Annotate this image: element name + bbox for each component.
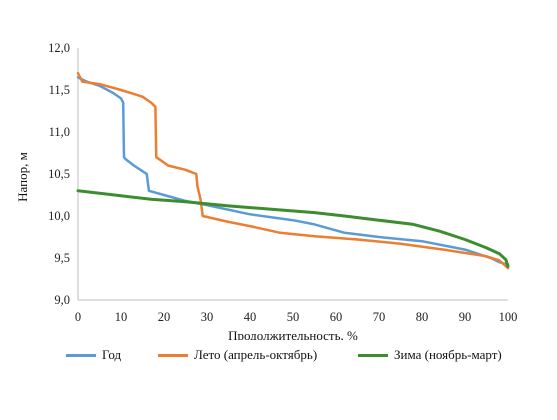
line-chart: 9,0 9,5 10,0 10,5 11,0 11,5 12,0 0 10 20 30 40 50 60…: [15, 41, 518, 340]
x-tick-label: 70: [373, 310, 386, 324]
legend-swatch-winter: [358, 353, 388, 357]
series-line-summer: [76, 71, 510, 270]
x-tick-label: 40: [244, 310, 257, 324]
x-tick-label: 30: [201, 310, 214, 324]
series-line-winter: [76, 189, 510, 268]
series-lines: [76, 71, 510, 270]
legend-item-winter: Зима (ноябрь-март): [358, 347, 546, 363]
x-tick-label: 0: [75, 310, 81, 324]
legend: Год Лето (апрель-октябрь) Зима (ноябрь-м…: [66, 344, 546, 366]
y-tick-label: 12,0: [48, 41, 70, 55]
x-tick-label: 100: [499, 310, 518, 324]
y-tick-label: 10,5: [48, 167, 70, 181]
legend-label-winter: Зима (ноябрь-март): [394, 347, 502, 362]
y-axis: 9,0 9,5 10,0 10,5 11,0 11,5 12,0: [48, 41, 79, 307]
x-tick-label: 90: [459, 310, 472, 324]
legend-label-year: Год: [102, 347, 122, 362]
x-tick-label: 20: [158, 310, 171, 324]
y-tick-label: 10,0: [48, 209, 70, 223]
x-axis-label: Продолжительность, %: [228, 328, 358, 340]
x-tick-label: 10: [115, 310, 128, 324]
series-line-year: [76, 76, 510, 266]
x-tick-label: 80: [416, 310, 429, 324]
y-tick-label: 11,5: [49, 83, 70, 97]
legend-item-year: Год: [66, 347, 158, 363]
x-tick-label: 60: [330, 310, 343, 324]
y-tick-label: 9,0: [54, 293, 70, 307]
y-axis-label: Напор, м: [15, 152, 30, 202]
x-tick-label: 50: [287, 310, 300, 324]
legend-swatch-year: [66, 353, 96, 357]
legend-label-summer: Лето (апрель-октябрь): [194, 347, 318, 362]
legend-swatch-summer: [158, 353, 188, 357]
x-axis: 0 10 20 30 40 50 60 70 80 90 100: [75, 299, 518, 324]
legend-item-summer: Лето (апрель-октябрь): [158, 347, 358, 363]
y-tick-label: 11,0: [49, 125, 70, 139]
y-tick-label: 9,5: [54, 251, 70, 265]
